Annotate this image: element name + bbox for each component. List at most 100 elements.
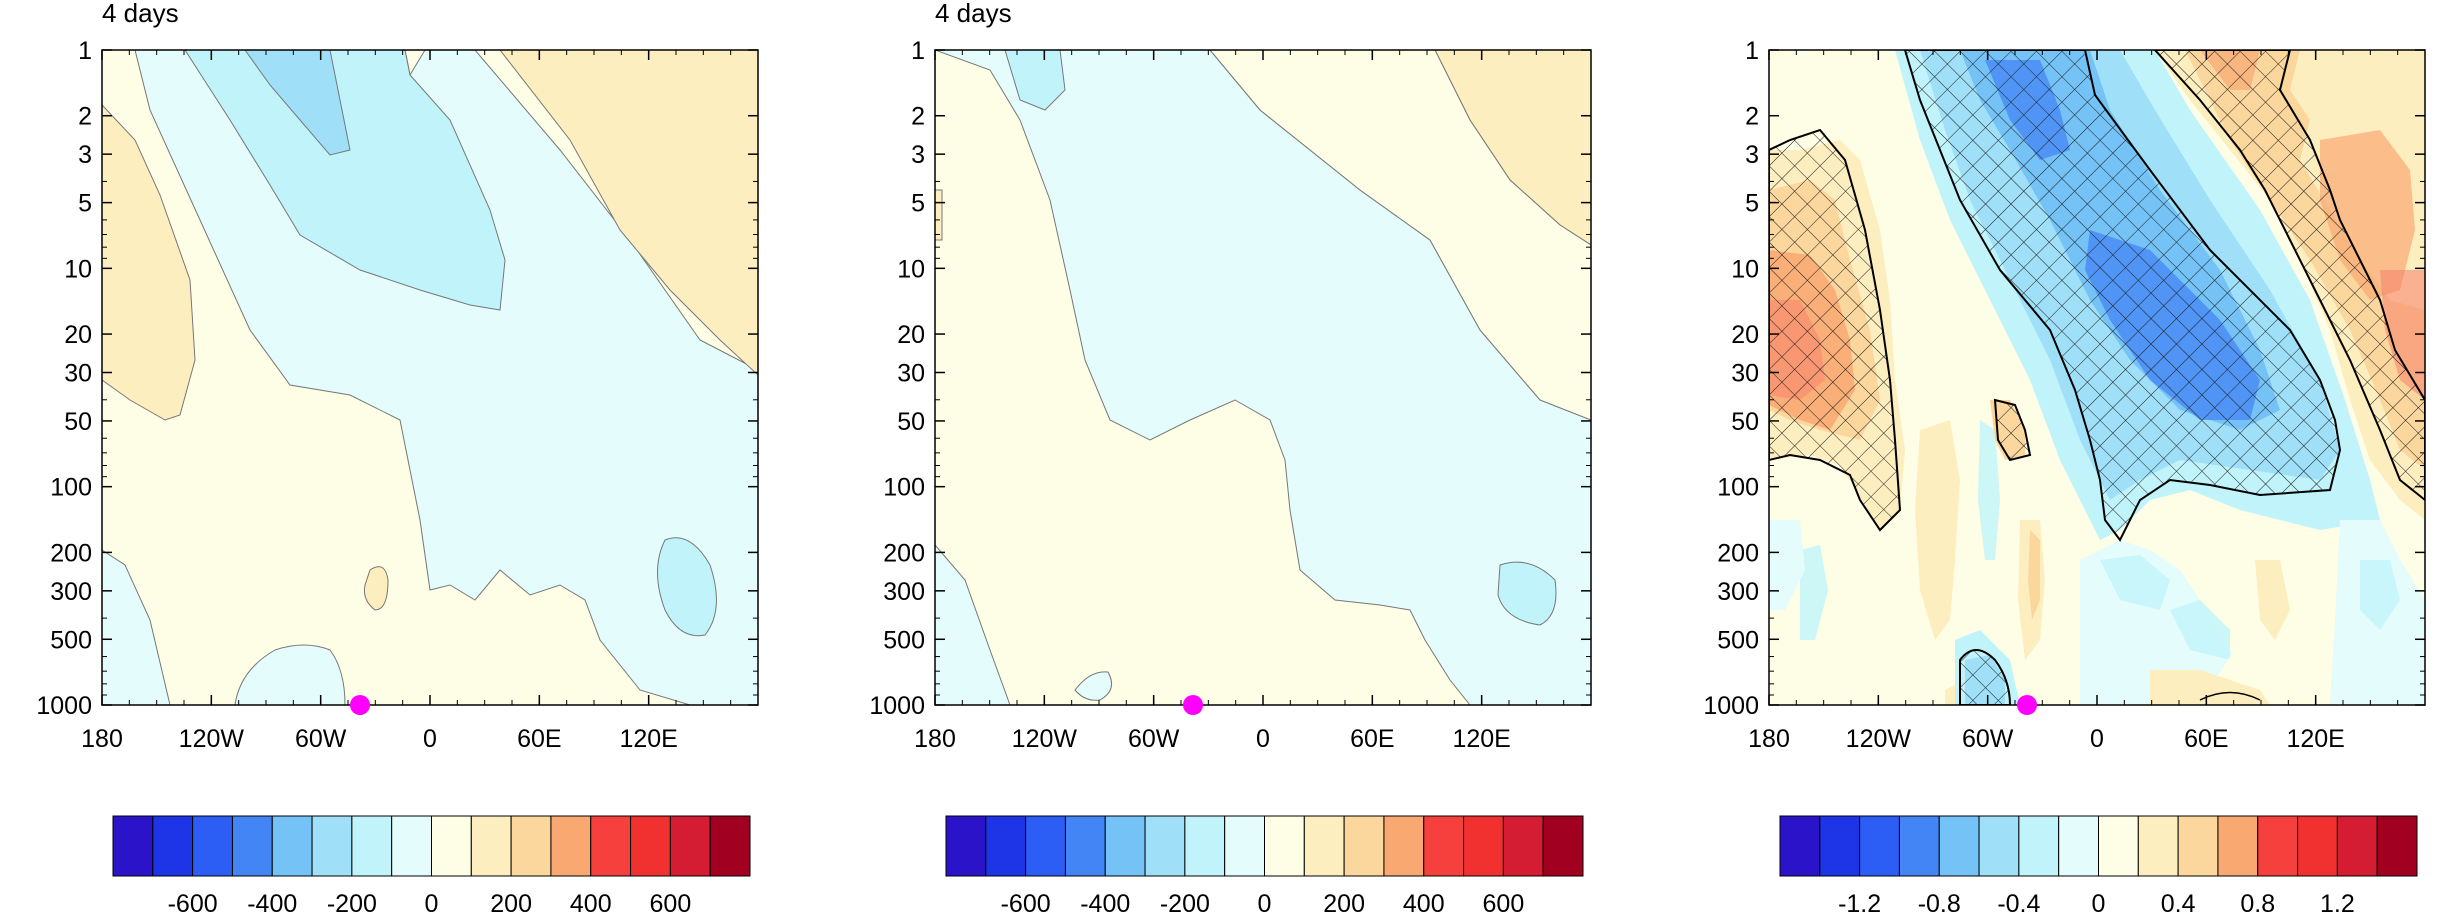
colorbar-swatch — [391, 815, 432, 877]
y-tick-label: 100 — [50, 474, 92, 502]
panel-3-y-axis: 1 2 3 5 10 20 30 50 100 200 300 500 1000 — [1703, 37, 2425, 720]
colorbar-label: 1.2 — [2320, 890, 2355, 917]
x-tick-label: 180 — [1748, 725, 1790, 753]
colorbar-swatch — [1025, 815, 1066, 877]
x-tick-label: 0 — [423, 725, 437, 753]
colorbar-swatch — [152, 815, 194, 877]
y-tick-label: 10 — [64, 255, 92, 283]
colorbar-swatch — [311, 815, 353, 877]
panel-2-field — [935, 50, 1591, 705]
colorbar-swatch — [1264, 815, 1305, 877]
colorbar-swatch — [2217, 815, 2259, 877]
y-tick-label: 1000 — [1703, 692, 1759, 720]
y-tick-label: 50 — [1731, 408, 1759, 436]
panel-3-field — [1769, 50, 2425, 705]
x-tick-label: 120E — [619, 725, 677, 753]
colorbar-swatch — [2297, 815, 2338, 877]
colorbar-swatch — [1819, 815, 1861, 877]
y-tick-label: 300 — [883, 578, 925, 606]
panel-2-colorbar: -600 -400 -200 0 200 400 600 — [945, 815, 1584, 917]
panel-1-y-axis: 1 2 3 5 10 20 30 50 100 200 300 500 1000 — [36, 37, 758, 720]
colorbar-label: -600 — [168, 890, 218, 917]
y-tick-label: 50 — [897, 408, 925, 436]
colorbar-swatch — [1303, 815, 1345, 877]
y-tick-label: 500 — [50, 626, 92, 654]
colorbar-label: 600 — [1483, 890, 1525, 917]
y-tick-label: 10 — [1731, 255, 1759, 283]
y-tick-label: 50 — [64, 408, 92, 436]
colorbar-swatch — [192, 815, 233, 877]
x-tick-label: 120W — [1012, 725, 1078, 753]
colorbar-label: 400 — [570, 890, 612, 917]
y-tick-label: 20 — [897, 321, 925, 349]
colorbar-label: -0.8 — [1918, 890, 1961, 917]
colorbar-swatch — [510, 815, 552, 877]
colorbar-swatch — [1104, 815, 1146, 877]
colorbar-label: -200 — [327, 890, 377, 917]
y-tick-label: 1000 — [36, 692, 92, 720]
y-tick-label: 1 — [1745, 37, 1759, 65]
y-tick-label: 100 — [883, 474, 925, 502]
colorbar-swatch — [470, 815, 512, 877]
x-tick-label: 60W — [1962, 725, 2014, 753]
y-tick-label: 2 — [78, 103, 92, 131]
colorbar-label: 400 — [1403, 890, 1445, 917]
x-tick-label: 60E — [2184, 725, 2228, 753]
colorbar-swatch — [590, 815, 632, 877]
colorbar-label: 0 — [2092, 890, 2106, 917]
colorbar-swatch — [550, 815, 592, 877]
y-tick-label: 200 — [883, 539, 925, 567]
colorbar-swatch — [2058, 815, 2099, 877]
x-tick-label: 120E — [1452, 725, 1510, 753]
y-tick-label: 2 — [1745, 103, 1759, 131]
colorbar-swatch — [431, 815, 472, 877]
x-tick-label: 120E — [2286, 725, 2344, 753]
colorbar-label: 0 — [425, 890, 439, 917]
y-tick-label: 30 — [897, 360, 925, 388]
colorbar-swatch — [1423, 815, 1465, 877]
colorbar-swatch — [1343, 815, 1385, 877]
y-tick-label: 3 — [911, 141, 925, 169]
panel-1: 4 days 1 2 3 5 10 20 30 50 100 200 300 500 1000 1 — [36, 0, 759, 917]
colorbar-label: -600 — [1001, 890, 1051, 917]
colorbar-label: 200 — [490, 890, 532, 917]
colorbar-swatch — [2177, 815, 2219, 877]
colorbar-swatch — [709, 815, 751, 877]
colorbar-swatch — [630, 815, 671, 877]
y-tick-label: 5 — [1745, 190, 1759, 218]
y-tick-label: 1000 — [869, 692, 925, 720]
x-tick-label: 60E — [517, 725, 561, 753]
colorbar-label: 200 — [1323, 890, 1365, 917]
colorbar-swatch — [1859, 815, 1900, 877]
colorbar-label: -200 — [1160, 890, 1210, 917]
y-tick-label: 3 — [1745, 141, 1759, 169]
y-tick-label: 5 — [911, 190, 925, 218]
colorbar-swatch — [1224, 815, 1265, 877]
colorbar-label: 0.8 — [2240, 890, 2275, 917]
panel-1-colorbar: -600 -400 -200 0 200 400 600 — [112, 815, 751, 917]
x-tick-label: 60W — [295, 725, 347, 753]
panel-2-station-marker — [1183, 695, 1203, 715]
panel-2-x-axis: 180 120W 60W 0 60E 120E — [914, 50, 1565, 753]
colorbar-swatch — [2018, 815, 2060, 877]
y-tick-label: 200 — [50, 539, 92, 567]
y-tick-label: 30 — [1731, 360, 1759, 388]
panel-2-title: 4 days — [935, 0, 1012, 28]
y-tick-label: 1 — [911, 37, 925, 65]
x-tick-label: 60E — [1350, 725, 1394, 753]
colorbar-swatch — [271, 815, 313, 877]
x-tick-label: 0 — [1256, 725, 1270, 753]
y-tick-label: 10 — [897, 255, 925, 283]
colorbar-label: 0.4 — [2161, 890, 2196, 917]
x-tick-label: 60W — [1128, 725, 1180, 753]
y-tick-label: 300 — [1717, 578, 1759, 606]
y-tick-label: 20 — [1731, 321, 1759, 349]
colorbar-swatch — [1938, 815, 1980, 877]
colorbar-swatch — [2336, 815, 2378, 877]
colorbar-label: -1.2 — [1838, 890, 1881, 917]
panel-1-x-axis: 180 120W 60W 0 60E 120E — [81, 50, 732, 753]
colorbar-swatch — [669, 815, 711, 877]
y-tick-label: 20 — [64, 321, 92, 349]
